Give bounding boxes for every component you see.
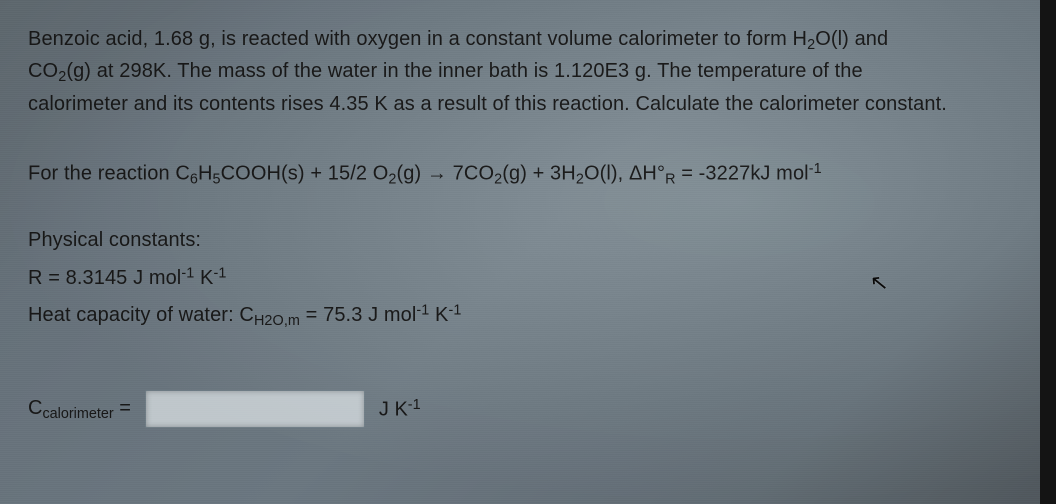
superscript: -1	[416, 302, 429, 318]
constants-header: Physical constants:	[28, 225, 1028, 256]
intro-line-2: CO2(g) at 298K. The mass of the water in…	[28, 56, 1028, 88]
text: J K	[379, 398, 408, 420]
text: For the reaction C	[28, 162, 190, 184]
gas-constant-row: R = 8.3145 J mol-1 K-1	[28, 260, 1028, 297]
intro-line-1: Benzoic acid, 1.68 g, is reacted with ox…	[28, 24, 1028, 56]
subscript: calorimeter	[42, 406, 113, 422]
superscript: -1	[181, 265, 194, 281]
text: K	[429, 304, 448, 326]
text: O(l) and	[815, 28, 888, 50]
intro-line-3: calorimeter and its contents rises 4.35 …	[28, 89, 1028, 120]
text: (g) + 3H	[502, 162, 576, 184]
subscript: 2	[807, 37, 815, 53]
text: K	[194, 267, 213, 289]
subscript: H2O,m	[254, 313, 300, 329]
superscript: -1	[213, 265, 226, 281]
text: C	[28, 397, 42, 419]
superscript: -1	[408, 397, 421, 413]
answer-label: Ccalorimeter =	[28, 397, 131, 422]
text: Benzoic acid, 1.68 g, is reacted with ox…	[28, 28, 807, 50]
text: = 75.3 J mol	[300, 304, 416, 326]
text: =	[114, 397, 131, 419]
superscript: -1	[448, 302, 461, 318]
subscript: 5	[213, 171, 221, 187]
text: calorimeter and its contents rises 4.35 …	[28, 93, 947, 115]
text: (g) → 7CO	[397, 162, 495, 184]
subscript: 2	[388, 171, 396, 187]
answer-row: Ccalorimeter = J K-1	[28, 390, 1028, 428]
text: R = 8.3145 J mol	[28, 267, 181, 289]
water-heat-capacity-row: Heat capacity of water: CH2O,m = 75.3 J …	[28, 297, 1028, 335]
problem-statement: Benzoic acid, 1.68 g, is reacted with ox…	[28, 24, 1028, 120]
subscript: 2	[576, 171, 584, 187]
text: COOH(s) + 15/2 O	[221, 162, 389, 184]
text: CO	[28, 60, 58, 82]
reaction-equation: For the reaction C6H5COOH(s) + 15/2 O2(g…	[28, 158, 1028, 191]
text: (g) at 298K. The mass of the water in th…	[66, 60, 862, 82]
subscript: 2	[494, 171, 502, 187]
physical-constants: Physical constants: R = 8.3145 J mol-1 K…	[28, 225, 1028, 335]
calorimeter-constant-input[interactable]	[145, 390, 365, 428]
answer-unit: J K-1	[379, 397, 421, 421]
text: H	[198, 162, 213, 184]
text: Heat capacity of water: C	[28, 304, 254, 326]
subscript: 6	[190, 171, 198, 187]
text: = -3227kJ mol	[676, 162, 809, 184]
superscript: -1	[809, 161, 822, 177]
text: O(l), ΔH°	[584, 162, 665, 184]
subscript: R	[665, 171, 676, 187]
